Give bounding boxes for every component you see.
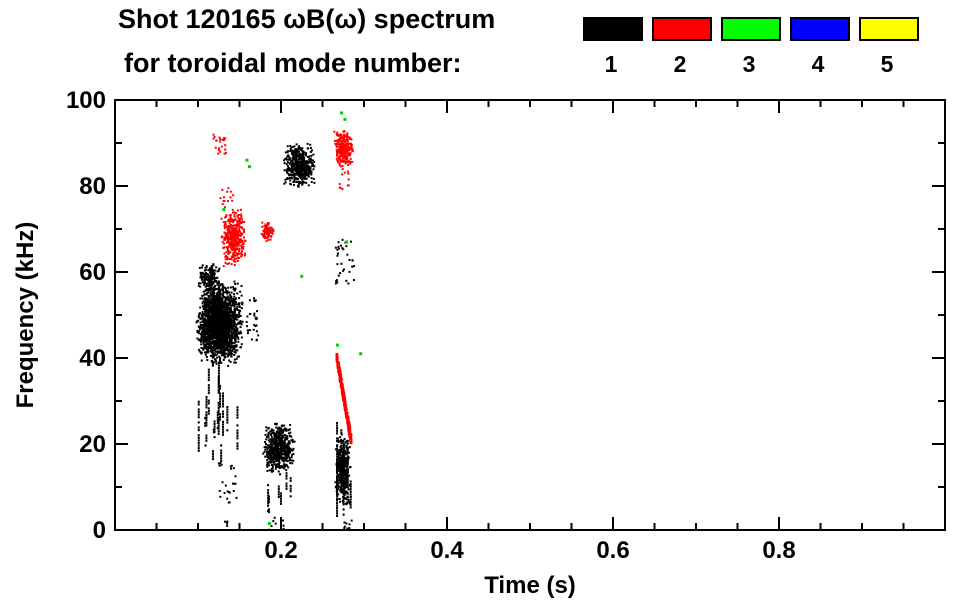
x-axis-label: Time (s)	[484, 572, 576, 599]
x-tick-label: 0.8	[762, 537, 796, 564]
y-tick-label: 60	[79, 259, 106, 286]
y-axis-label: Frequency (kHz)	[12, 221, 39, 409]
x-tick-label: 0.2	[264, 537, 298, 564]
y-tick-label: 80	[79, 173, 106, 200]
x-tick-label: 0.6	[596, 537, 630, 564]
x-tick-label: 0.4	[430, 537, 464, 564]
y-tick-label: 100	[65, 87, 106, 114]
y-tick-label: 40	[79, 345, 106, 372]
y-tick-label: 0	[92, 517, 106, 544]
y-tick-label: 20	[79, 431, 106, 458]
